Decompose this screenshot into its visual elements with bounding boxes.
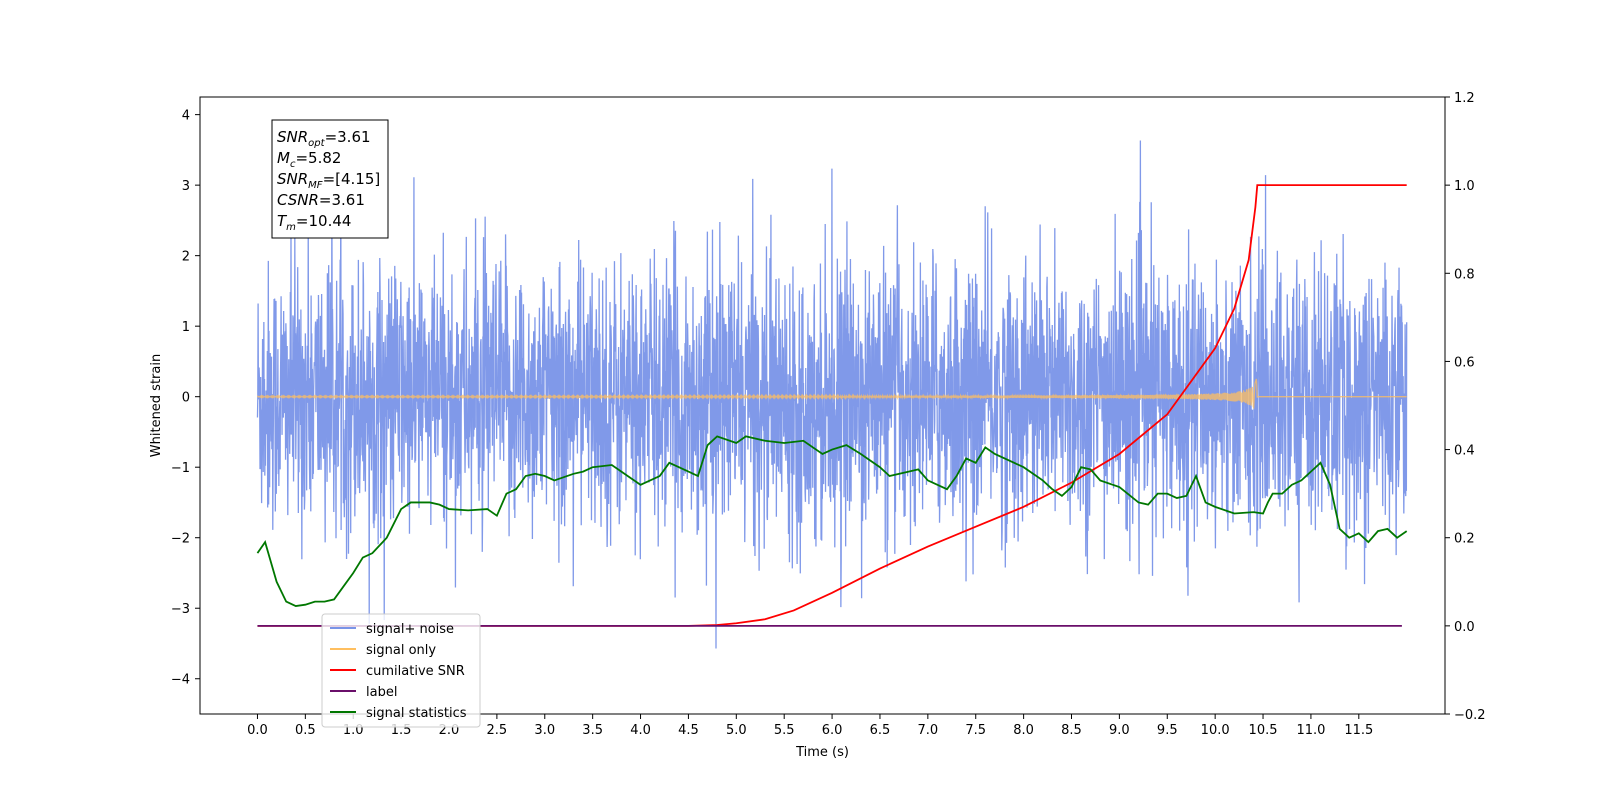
x-tick-label: 0.5 bbox=[295, 723, 316, 738]
x-tick-label: 8.0 bbox=[1013, 723, 1034, 738]
y-tick-label-right: 0.8 bbox=[1454, 267, 1475, 282]
x-tick-label: 7.0 bbox=[918, 723, 939, 738]
info-line: Mc=5.82 bbox=[277, 149, 341, 170]
legend: signal+ noise signal only cumilative SNR la… bbox=[321, 613, 481, 728]
y-axis-label: Whitened strain bbox=[149, 354, 164, 457]
info-line: SNRMF=[4.15] bbox=[277, 170, 380, 191]
y-tick-label-right: 0.6 bbox=[1454, 355, 1475, 370]
x-tick-label: 9.0 bbox=[1109, 723, 1130, 738]
info-box-frame bbox=[271, 119, 389, 239]
x-tick-label: 3.0 bbox=[534, 723, 555, 738]
y-tick-label-right: 1.2 bbox=[1454, 91, 1475, 106]
y-tick-label-left: −2 bbox=[171, 532, 190, 547]
x-tick-label: 10.5 bbox=[1249, 723, 1278, 738]
x-tick-label: 11.0 bbox=[1296, 723, 1325, 738]
y-tick-label-right: 0.0 bbox=[1454, 620, 1475, 635]
y-tick-label-left: 3 bbox=[182, 179, 190, 194]
legend-label: signal+ noise bbox=[366, 622, 454, 637]
y-tick-label-right: 0.4 bbox=[1454, 444, 1475, 459]
x-tick-label: 10.0 bbox=[1201, 723, 1230, 738]
x-tick-label: 0.0 bbox=[247, 723, 268, 738]
y-tick-label-left: −3 bbox=[171, 602, 190, 617]
x-tick-label: 5.0 bbox=[726, 723, 747, 738]
x-tick-label: 11.5 bbox=[1344, 723, 1373, 738]
x-tick-label: 6.5 bbox=[870, 723, 891, 738]
x-tick-label: 4.0 bbox=[630, 723, 651, 738]
y-tick-label-left: 4 bbox=[182, 109, 190, 124]
y-tick-label-left: 1 bbox=[182, 320, 190, 335]
x-tick-label: 8.5 bbox=[1061, 723, 1082, 738]
info-line: Tm=10.44 bbox=[277, 212, 351, 233]
x-tick-label: 6.0 bbox=[822, 723, 843, 738]
axes: 0.0 0.5 1.0 1.5 2.0 2.5 3.0 3.5 4.0 4.5 5.0 5.5 6.0 6… bbox=[171, 91, 1486, 738]
x-axis-label: Time (s) bbox=[795, 745, 849, 760]
series-cumilative-snr bbox=[257, 184, 1407, 627]
info-line: CSNR=3.61 bbox=[277, 191, 365, 209]
x-tick-label: 7.5 bbox=[965, 723, 986, 738]
legend-frame bbox=[321, 613, 481, 728]
series-signal-only bbox=[256, 378, 1407, 410]
legend-label: cumilative SNR bbox=[366, 664, 465, 679]
x-tick-label: 2.5 bbox=[487, 723, 508, 738]
x-tick-label: 5.5 bbox=[774, 723, 795, 738]
y-tick-label-right: 1.0 bbox=[1454, 179, 1475, 194]
legend-label: label bbox=[366, 685, 397, 700]
y-tick-label-left: −4 bbox=[171, 673, 190, 688]
y-tick-label-left: −1 bbox=[171, 461, 190, 476]
y-tick-label-right: 0.2 bbox=[1454, 532, 1475, 547]
y-tick-label-left: 2 bbox=[182, 250, 190, 265]
y-tick-label-left: 0 bbox=[182, 391, 190, 406]
y-tick-label-right: −0.2 bbox=[1454, 708, 1486, 723]
x-tick-label: 3.5 bbox=[582, 723, 603, 738]
series-signal-noise bbox=[256, 140, 1408, 649]
info-line: SNRopt=3.61 bbox=[277, 128, 371, 149]
x-tick-label: 9.5 bbox=[1157, 723, 1178, 738]
legend-label: signal statistics bbox=[366, 706, 467, 721]
x-tick-label: 4.5 bbox=[678, 723, 699, 738]
legend-label: signal only bbox=[366, 643, 436, 658]
plot-frame bbox=[199, 96, 1446, 715]
series-signal-statistics bbox=[256, 435, 1408, 607]
